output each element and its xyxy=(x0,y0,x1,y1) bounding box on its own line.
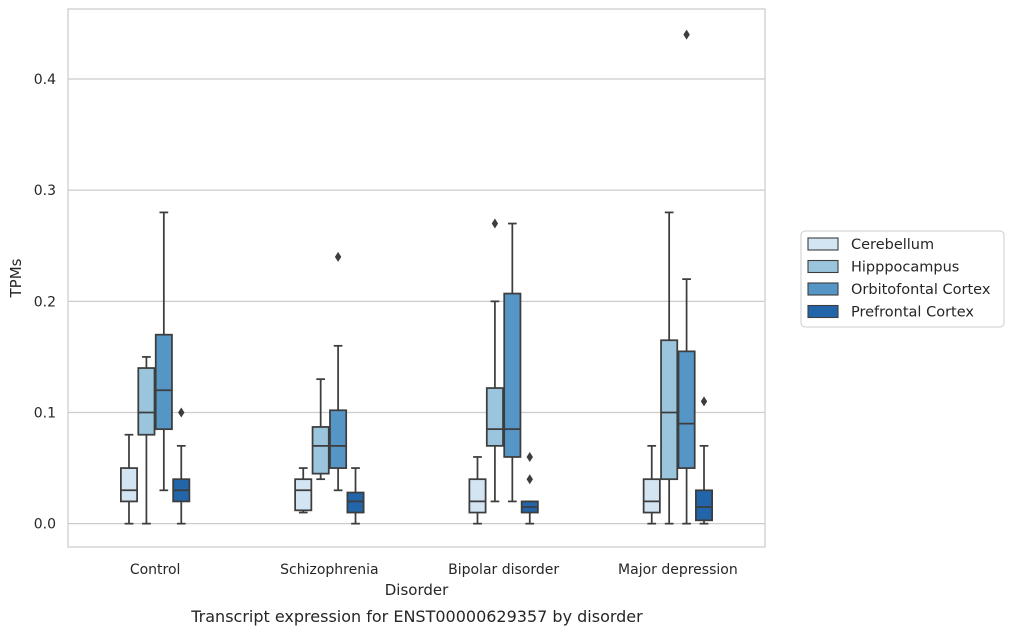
box-body xyxy=(311,426,330,475)
box-body xyxy=(642,478,661,514)
box-hipppocampus-3 xyxy=(660,211,679,525)
box-body xyxy=(677,350,696,469)
x-tick-label: Control xyxy=(130,562,181,578)
box-cerebellum-3 xyxy=(642,444,661,525)
box-body xyxy=(120,467,138,503)
legend-label: Orbitofontal Cortex xyxy=(851,282,991,298)
box-body xyxy=(503,292,522,458)
box-body xyxy=(154,333,173,431)
box-body xyxy=(660,339,679,481)
box-body xyxy=(346,491,365,514)
legend-label: Cerebellum xyxy=(851,237,934,253)
chart-caption: Transcript expression for ENST0000062935… xyxy=(190,607,643,626)
boxes-layer xyxy=(120,29,714,525)
y-tick-label: 0.0 xyxy=(34,517,56,533)
outlier-point xyxy=(526,451,533,462)
box-prefrontal-cortex-0 xyxy=(172,407,191,525)
y-tick-label: 0.1 xyxy=(34,406,56,422)
legend: Cerebellum Hipppocampus Orbitofontal Corte… xyxy=(800,230,1005,328)
legend-swatch xyxy=(807,282,839,296)
box-body xyxy=(485,387,504,447)
y-axis: 0.0 0.1 0.2 0.3 0.4 xyxy=(34,72,56,533)
x-axis-label: Disorder xyxy=(385,581,449,599)
box-cerebellum-1 xyxy=(294,467,313,514)
outlier-point xyxy=(178,407,185,418)
box-body xyxy=(137,367,156,436)
x-tick-label: Schizophrenia xyxy=(280,562,378,578)
outlier-point xyxy=(683,29,690,40)
box-body xyxy=(695,489,714,522)
outlier-point xyxy=(334,251,342,262)
outlier-point xyxy=(491,218,499,229)
legend-frame xyxy=(800,230,1005,328)
box-hipppocampus-2 xyxy=(485,218,504,503)
y-tick-label: 0.2 xyxy=(34,294,56,310)
box-prefrontal-cortex-2 xyxy=(520,451,539,525)
legend-swatch xyxy=(807,259,839,274)
box-body xyxy=(329,409,348,469)
x-tick-label: Major depression xyxy=(618,562,738,578)
x-axis: Control Schizophrenia Bipolar disorder Majo… xyxy=(130,562,738,578)
box-hipppocampus-0 xyxy=(137,356,156,525)
y-axis-label: TPMs xyxy=(7,258,25,298)
x-tick-label: Bipolar disorder xyxy=(448,562,559,578)
plot-frame xyxy=(67,8,766,548)
legend-swatch xyxy=(807,304,839,319)
box-prefrontal-cortex-3 xyxy=(695,396,714,525)
box-body xyxy=(294,478,313,512)
y-tick-label: 0.3 xyxy=(34,183,56,199)
outlier-point xyxy=(700,396,708,407)
y-tick-label: 0.4 xyxy=(34,72,56,88)
legend-swatch xyxy=(807,237,839,251)
box-hipppocampus-1 xyxy=(311,378,330,481)
box-cerebellum-0 xyxy=(120,433,138,525)
box-prefrontal-cortex-1 xyxy=(346,467,365,525)
box-body xyxy=(468,478,487,514)
outlier-point xyxy=(526,474,533,485)
box-orbitofontal-cortex-3 xyxy=(677,29,696,525)
legend-label: Hipppocampus xyxy=(851,260,959,276)
box-orbitofontal-cortex-1 xyxy=(329,251,348,492)
box-cerebellum-2 xyxy=(468,456,487,525)
box-orbitofontal-cortex-2 xyxy=(503,222,522,503)
legend-label: Prefrontal Cortex xyxy=(851,305,974,321)
box-orbitofontal-cortex-0 xyxy=(154,211,173,492)
